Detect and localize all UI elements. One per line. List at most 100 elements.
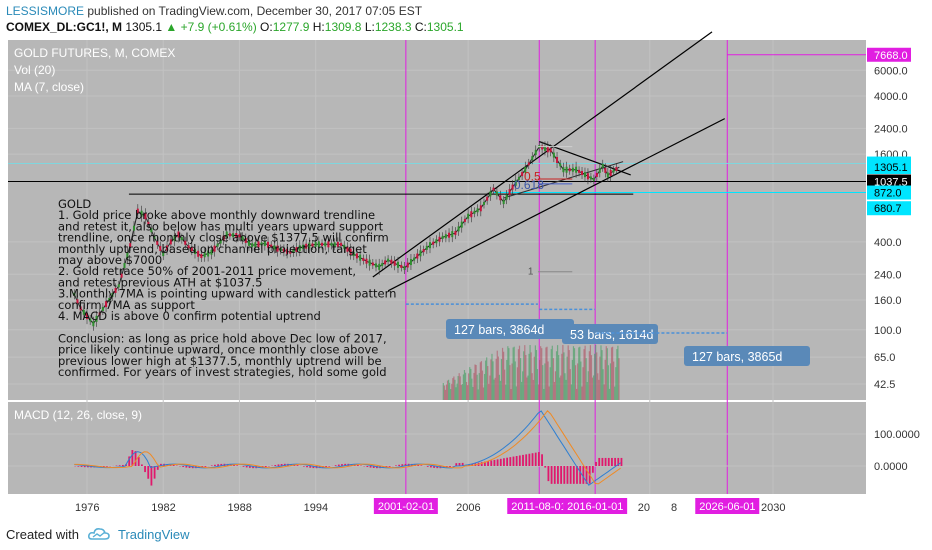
volume-bar [468,373,470,400]
candle-body [238,234,241,238]
candle-body [470,211,473,218]
price-pane[interactable] [8,40,866,400]
symbol-name[interactable]: COMEX_DL:GC1!, M [6,20,123,34]
candle-body [578,169,581,173]
volume-bar [506,359,508,400]
volume-bar [446,380,449,400]
candle-body [247,239,250,246]
price-scale[interactable] [866,40,932,400]
note-line: 3.Monthly 7MA is pointing upward with ca… [58,287,396,301]
macd-histogram-bar [455,463,458,466]
volume-bar [609,363,612,400]
volume-bar [559,377,561,400]
price-tag-label: 1305.1 [874,162,908,174]
time-axis[interactable] [8,494,932,518]
volume-bar [573,348,576,400]
candle-body [120,273,123,278]
candle-body [225,231,228,238]
volume-bar [518,345,521,400]
volume-bar [592,375,595,400]
macd-histogram-bar [512,456,515,466]
macd-histogram-bar [607,457,610,466]
measure-label: 53 bars, 1614d [570,328,653,342]
candle-body [216,243,219,247]
candle-body [203,252,206,258]
macd-histogram-bar [531,453,534,466]
volume-bar [453,376,455,400]
candle-body [441,235,444,239]
date-tag [563,498,628,514]
volume-bar [553,381,556,400]
macd-histogram-bar [77,466,80,467]
measure-tag [684,346,810,366]
macd-histogram-bar [264,466,267,468]
time-tick-label: 1976 [75,502,99,514]
macd-histogram-bar [185,466,188,468]
macd-histogram-bar [140,464,143,466]
macd-histogram-bar [591,466,594,473]
macd-histogram-bar [595,461,597,466]
legend-ma: MA (7, close) [14,80,84,94]
macd-histogram-bar [509,457,512,466]
price-tag [867,159,911,174]
note-line: and retest it, also below has multi year… [58,219,384,233]
candle-body [508,189,511,196]
candle-body [413,257,416,261]
candle-body [438,236,441,242]
note-line: confirm 7MA as support [58,298,195,312]
author-link[interactable]: LESSISMORE [6,4,85,18]
candle-body [615,166,618,171]
fib-retracement: 0.50.618 1 [514,146,573,277]
candle-body [173,235,176,242]
candle-body [492,187,495,191]
volume-bar [608,388,611,400]
time-tick-label: 2006 [456,502,480,514]
volume-bar [499,380,502,400]
candle-body [527,162,530,166]
candle-body [282,248,285,253]
measure-label: 127 bars, 3864d [454,323,544,337]
macd-histogram-bar [80,466,83,467]
candle-body [101,306,104,311]
volume-bar [540,346,542,400]
macd-histogram-bar [118,465,121,466]
volume-bar [482,387,485,400]
close-value: 1305.1 [426,20,464,34]
candle-body [333,242,336,247]
macd-histogram-bar [436,466,439,469]
macd-scale[interactable] [866,402,932,494]
candle-body [534,149,537,155]
macd-histogram-bar [620,457,623,466]
macd-histogram-bar [87,466,89,468]
tradingview-link[interactable]: TradingView [118,527,190,542]
candle-body [86,313,88,320]
macd-histogram-bar [102,466,105,467]
volume-bar [544,363,546,400]
candle-body [419,250,422,257]
macd-histogram-bar [449,466,451,468]
volume-bar [529,345,531,400]
grid [8,40,866,494]
candle-body [381,263,384,267]
volume-bar [524,345,526,400]
candle-body [562,167,565,173]
volume-bar [510,389,512,400]
candle-body [79,306,82,311]
candle-body [378,263,381,270]
date-tag-label: 2016-01-01 [567,501,623,513]
macd-histogram-bar [214,464,216,466]
volume-bar [580,361,582,400]
candle-body [552,152,555,158]
candle-body [375,263,378,268]
candle-body [327,241,330,248]
candle-body [448,232,451,238]
volume-bar [505,384,507,400]
candle-body [598,167,601,173]
candle-body [362,257,365,261]
volume-bar [563,352,565,400]
date-tag-label: 2001-02-01 [378,501,434,513]
volume-bar [610,347,613,400]
volume-bar [479,362,481,400]
volume-bar [546,346,548,400]
volume-bar [572,346,575,400]
